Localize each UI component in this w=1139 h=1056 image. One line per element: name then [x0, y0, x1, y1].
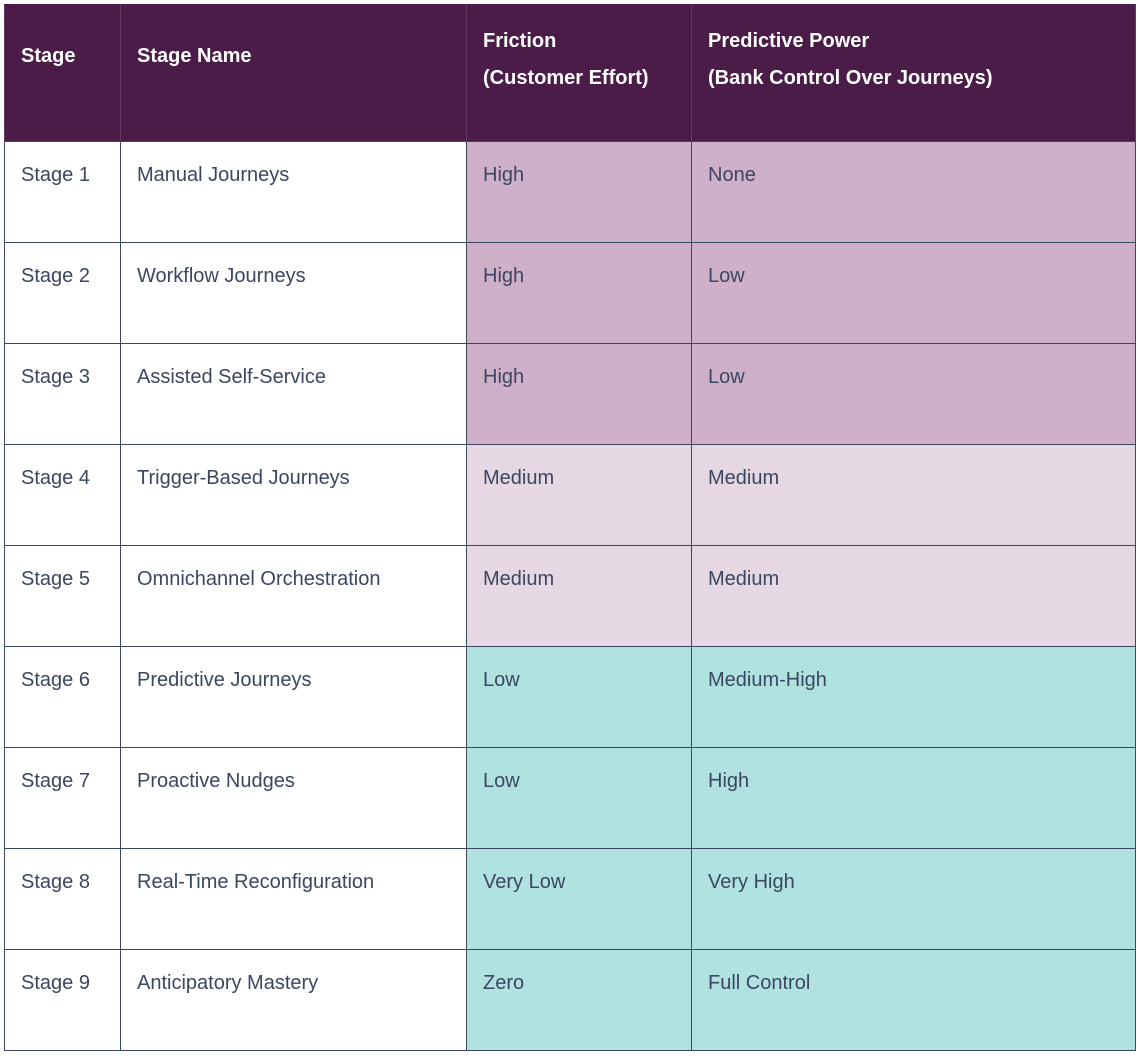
- table-row: Stage 3 Assisted Self-Service High Low: [4, 343, 1136, 445]
- cell-stage: Stage 1: [4, 141, 121, 243]
- cell-stage-name: Assisted Self-Service: [120, 343, 467, 445]
- table-row: Stage 9 Anticipatory Mastery Zero Full C…: [4, 949, 1136, 1051]
- header-predictive-power: Predictive Power (Bank Control Over Jour…: [691, 4, 1136, 142]
- cell-predictive-power: Medium: [691, 444, 1136, 546]
- cell-stage: Stage 4: [4, 444, 121, 546]
- table-row: Stage 6 Predictive Journeys Low Medium-H…: [4, 646, 1136, 748]
- cell-stage: Stage 6: [4, 646, 121, 748]
- stages-table-container: Stage Stage Name Friction (Customer Effo…: [4, 4, 1136, 1051]
- cell-predictive-power: Low: [691, 343, 1136, 445]
- cell-stage-name: Trigger-Based Journeys: [120, 444, 467, 546]
- table-row: Stage 1 Manual Journeys High None: [4, 141, 1136, 243]
- header-predictive-line-1: Predictive Power: [708, 30, 870, 52]
- cell-friction: Medium: [466, 545, 692, 647]
- cell-predictive-power: Medium-High: [691, 646, 1136, 748]
- header-friction-line-1: Friction: [483, 30, 557, 52]
- cell-friction: High: [466, 242, 692, 344]
- cell-stage-name: Anticipatory Mastery: [120, 949, 467, 1051]
- header-predictive-line-2: (Bank Control Over Journeys): [708, 67, 993, 89]
- cell-predictive-power: None: [691, 141, 1136, 243]
- table-row: Stage 2 Workflow Journeys High Low: [4, 242, 1136, 344]
- cell-stage-name: Real-Time Reconfiguration: [120, 848, 467, 950]
- cell-stage-name: Proactive Nudges: [120, 747, 467, 849]
- cell-friction: Low: [466, 646, 692, 748]
- cell-stage: Stage 9: [4, 949, 121, 1051]
- cell-predictive-power: Low: [691, 242, 1136, 344]
- cell-predictive-power: High: [691, 747, 1136, 849]
- header-stage: Stage: [4, 4, 121, 142]
- cell-stage-name: Workflow Journeys: [120, 242, 467, 344]
- cell-predictive-power: Medium: [691, 545, 1136, 647]
- cell-stage: Stage 7: [4, 747, 121, 849]
- header-friction: Friction (Customer Effort): [466, 4, 692, 142]
- cell-predictive-power: Full Control: [691, 949, 1136, 1051]
- cell-stage-name: Omnichannel Orchestration: [120, 545, 467, 647]
- header-friction-line-2: (Customer Effort): [483, 67, 649, 89]
- table-row: Stage 8 Real-Time Reconfiguration Very L…: [4, 848, 1136, 950]
- cell-stage-name: Predictive Journeys: [120, 646, 467, 748]
- header-stage-name: Stage Name: [120, 4, 467, 142]
- cell-stage: Stage 3: [4, 343, 121, 445]
- cell-stage: Stage 2: [4, 242, 121, 344]
- stages-table: Stage Stage Name Friction (Customer Effo…: [4, 4, 1136, 1051]
- cell-friction: Low: [466, 747, 692, 849]
- table-header-row: Stage Stage Name Friction (Customer Effo…: [4, 4, 1136, 142]
- table-row: Stage 7 Proactive Nudges Low High: [4, 747, 1136, 849]
- cell-stage: Stage 5: [4, 545, 121, 647]
- cell-predictive-power: Very High: [691, 848, 1136, 950]
- cell-friction: Zero: [466, 949, 692, 1051]
- table-row: Stage 4 Trigger-Based Journeys Medium Me…: [4, 444, 1136, 546]
- cell-friction: Medium: [466, 444, 692, 546]
- table-row: Stage 5 Omnichannel Orchestration Medium…: [4, 545, 1136, 647]
- cell-friction: High: [466, 343, 692, 445]
- cell-friction: Very Low: [466, 848, 692, 950]
- cell-stage-name: Manual Journeys: [120, 141, 467, 243]
- table-body: Stage 1 Manual Journeys High None Stage …: [4, 141, 1136, 1051]
- cell-stage: Stage 8: [4, 848, 121, 950]
- cell-friction: High: [466, 141, 692, 243]
